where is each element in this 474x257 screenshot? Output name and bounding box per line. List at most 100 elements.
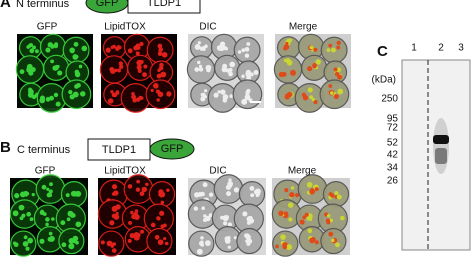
droplet — [156, 73, 162, 79]
droplet — [29, 92, 34, 97]
droplet — [142, 72, 148, 78]
construct-part: GFP — [96, 0, 119, 9]
band — [435, 148, 447, 164]
lane-label: 2 — [438, 43, 444, 54]
droplet — [12, 241, 17, 245]
droplet — [106, 240, 113, 247]
lane-label: 1 — [411, 43, 417, 54]
droplet — [302, 215, 306, 220]
droplet — [331, 48, 336, 52]
droplet — [311, 97, 316, 102]
droplet — [290, 186, 295, 190]
cell — [207, 83, 238, 113]
droplet — [283, 211, 289, 216]
cell — [35, 174, 66, 204]
droplet — [244, 94, 251, 101]
droplet — [227, 222, 233, 227]
droplet — [328, 43, 333, 48]
droplet — [129, 233, 135, 239]
droplet — [194, 44, 201, 50]
column-label: LipidTOX — [104, 22, 146, 33]
droplet — [328, 231, 334, 237]
droplet — [241, 98, 248, 105]
droplet — [41, 184, 47, 190]
droplet — [202, 182, 208, 188]
droplet — [60, 220, 66, 226]
droplet — [326, 48, 331, 52]
droplet — [284, 188, 289, 193]
droplet — [193, 206, 199, 211]
droplet — [26, 211, 32, 217]
droplet — [203, 214, 207, 218]
marker-label: 52 — [387, 138, 399, 149]
droplet — [74, 69, 79, 74]
droplet — [115, 211, 119, 216]
droplet — [222, 63, 228, 69]
droplet — [157, 43, 163, 49]
droplet — [139, 59, 144, 64]
droplet — [161, 52, 168, 58]
droplet — [244, 47, 250, 52]
droplet — [313, 47, 318, 52]
droplet — [336, 67, 342, 73]
droplet — [237, 50, 242, 54]
droplet — [105, 47, 111, 53]
droplet — [309, 95, 313, 99]
droplet — [26, 66, 33, 73]
droplet — [283, 46, 288, 51]
droplet — [228, 67, 233, 73]
droplet — [228, 71, 233, 77]
droplet — [160, 71, 167, 78]
droplet — [285, 41, 289, 46]
droplet — [196, 248, 203, 255]
droplet — [244, 233, 250, 239]
droplet — [166, 188, 170, 192]
droplet — [222, 215, 229, 222]
droplet — [220, 215, 224, 220]
droplet — [229, 61, 236, 68]
droplet — [29, 217, 34, 222]
panel-label: C — [377, 43, 388, 60]
droplet — [127, 184, 133, 189]
droplet — [74, 84, 79, 89]
droplet — [136, 64, 142, 70]
droplet — [14, 193, 20, 199]
droplet — [325, 218, 331, 223]
droplet — [131, 92, 135, 96]
droplet — [48, 193, 53, 198]
droplet — [32, 45, 36, 50]
droplet — [198, 64, 203, 69]
protein-box — [127, 0, 201, 14]
droplet — [22, 241, 29, 247]
droplet — [282, 244, 288, 250]
droplet — [53, 43, 59, 49]
droplet — [61, 242, 67, 248]
droplet — [45, 47, 51, 53]
droplet — [21, 213, 26, 218]
droplet — [226, 191, 232, 197]
droplet — [159, 62, 164, 68]
droplet — [136, 232, 141, 238]
droplet — [197, 60, 201, 65]
droplet — [69, 212, 76, 218]
droplet — [119, 64, 124, 70]
droplet — [208, 192, 214, 197]
droplet — [133, 212, 139, 217]
droplet — [50, 59, 55, 64]
droplet — [39, 238, 45, 244]
droplet — [150, 88, 154, 93]
droplet — [227, 245, 231, 249]
droplet — [247, 217, 251, 222]
droplet — [135, 97, 141, 102]
droplet — [78, 64, 83, 69]
droplet — [18, 204, 25, 211]
marker-label: 72 — [387, 123, 399, 134]
droplet — [220, 89, 226, 95]
droplet — [275, 244, 279, 249]
droplet — [309, 188, 316, 195]
droplet — [111, 92, 117, 98]
droplet — [205, 64, 212, 71]
gfp-tag — [149, 138, 195, 160]
droplet — [245, 69, 252, 75]
